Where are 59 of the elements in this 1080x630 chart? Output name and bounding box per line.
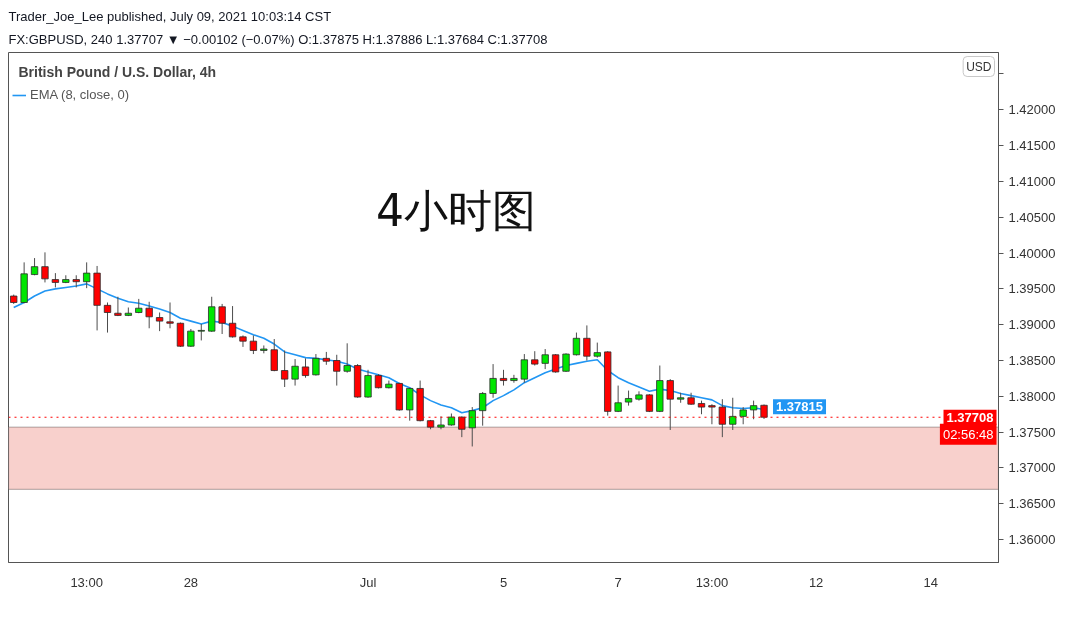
candlestick: [333, 354, 341, 387]
candlestick: [239, 334, 247, 348]
candlestick: [583, 324, 591, 362]
legend-label: EMA (8, close, 0): [30, 87, 129, 102]
candlestick: [510, 374, 518, 384]
candlestick: [155, 312, 164, 332]
text: British Pound / U.S. Dollar, 4h: [18, 63, 217, 80]
y-tick-label: 1.41000: [1008, 173, 1056, 189]
chart-subtitle: FX:GBPUSD, 240 1.37707 ▼ −0.00102 (−0.07%) O:1.37875 H:1.37886 L:1.37684 C:1.37708: [8, 31, 548, 47]
candlestick: [218, 303, 226, 335]
candlestick: [228, 305, 237, 339]
data-label: 1.37815: [776, 399, 824, 415]
candlestick: [166, 301, 174, 329]
candlestick: [489, 363, 497, 399]
x-tick-label: 28: [183, 574, 199, 590]
candlestick: [520, 353, 528, 384]
x-tick-label: Jul: [359, 574, 377, 590]
candlestick: [614, 385, 622, 413]
x-tick-label: 13:00: [70, 574, 103, 590]
candlestick: [749, 400, 758, 420]
x-tick-label: 12: [808, 574, 824, 590]
candlestick: [281, 349, 289, 388]
candlestick: [291, 358, 299, 387]
ref-line-label: 1.37708: [946, 409, 994, 425]
x-tick-label: 7: [614, 574, 622, 590]
y-tick-label: 1.37500: [1008, 424, 1056, 440]
x-tick-label: 13:00: [695, 574, 729, 590]
y-tick-label: 1.42000: [1008, 102, 1056, 118]
y-tick-label: 1.37000: [1008, 460, 1056, 476]
candlestick: [364, 369, 372, 399]
annotation: 4小时图: [375, 185, 536, 237]
candlestick: [301, 357, 310, 379]
y-axis-title: USD: [966, 59, 992, 74]
candlestick: [270, 338, 278, 372]
y-tick-label: 1.40000: [1008, 245, 1056, 261]
y-tick-label: 1.39000: [1008, 317, 1056, 333]
x-tick-label: 14: [923, 574, 938, 590]
candlestick: [541, 348, 549, 370]
candlestick: [83, 261, 91, 289]
text: Trader_Joe_Lee published, July 09, 2021 10:03:14 CST: [8, 8, 332, 24]
candlestick: [343, 342, 351, 374]
y-tick-label: 1.38000: [1008, 388, 1056, 404]
y-tick-label: 1.41500: [1008, 138, 1056, 154]
y-tick-label: 1.36000: [1008, 532, 1056, 548]
candlestick: [249, 334, 258, 355]
candlestick: [551, 353, 560, 374]
candlestick: [562, 352, 570, 373]
candlestick: [406, 387, 414, 422]
x-tick-label: 5: [499, 574, 508, 590]
candlestick: [41, 251, 49, 283]
candlestick: [103, 301, 112, 334]
y-tick-label: 1.38500: [1008, 353, 1056, 369]
candlestick: [312, 353, 320, 377]
y-tick-label: 1.39500: [1008, 281, 1056, 297]
candlestick: [176, 322, 185, 348]
candlestick: [145, 301, 153, 329]
y-tick-label: 1.36500: [1008, 496, 1056, 512]
annotation: 02:56:48: [942, 426, 994, 442]
y-tick-label: 1.40500: [1008, 209, 1056, 225]
